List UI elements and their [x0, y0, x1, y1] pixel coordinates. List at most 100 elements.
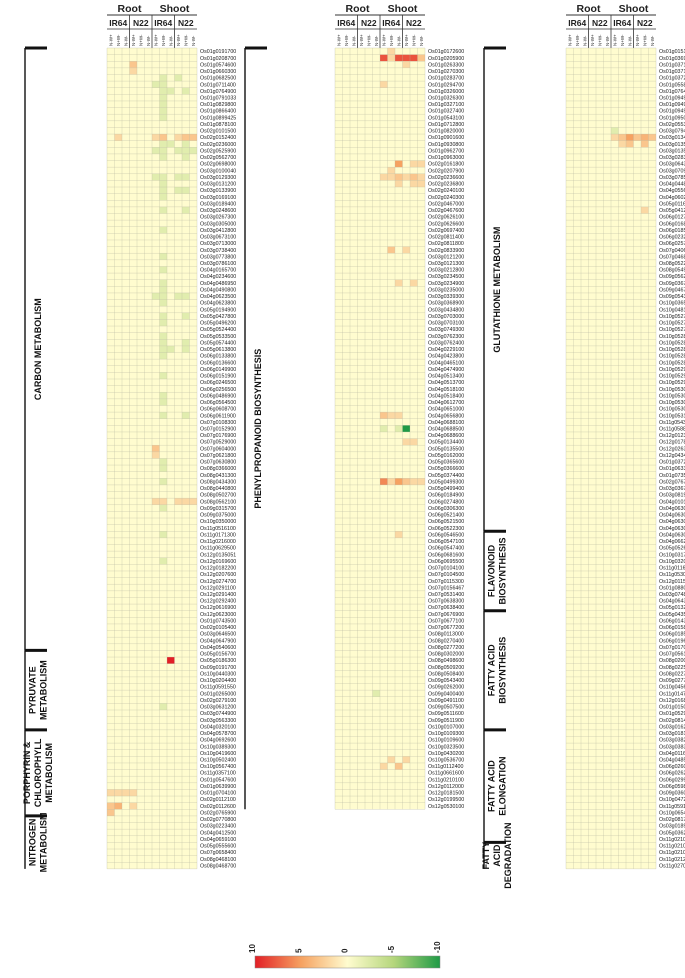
gene-id-label: Os02g0207900 — [428, 168, 464, 174]
tissue-label: Shoot — [160, 3, 190, 15]
gene-id-label: Os07g0677200 — [428, 625, 464, 631]
color-scale-tick: -5 — [387, 945, 396, 953]
heatmap-cell — [174, 74, 182, 82]
gene-id-label: Os06g0299100 — [659, 777, 685, 783]
gene-id-label: Os03g0673100 — [200, 235, 236, 241]
gene-id-label: Os01g0735800 — [659, 473, 685, 479]
heatmap-cell — [159, 114, 167, 121]
color-scale-bar — [254, 955, 441, 969]
heatmap-cell — [159, 392, 167, 399]
gene-id-label: Os04g0320100 — [200, 724, 236, 730]
gene-id-label: Os09g0360500 — [659, 791, 685, 797]
heatmap-cell — [159, 372, 167, 379]
gene-id-label: Os01g0191700 — [200, 49, 236, 55]
heatmap-cell — [182, 147, 190, 154]
gene-id-label: Os10g0528300 — [659, 347, 685, 353]
gene-id-label: Os05g0427800 — [200, 314, 236, 320]
gene-id-label: Os10g0317900 — [659, 552, 685, 558]
gene-id-label: Os04g0630900 — [659, 532, 685, 538]
gene-id-label: Os11g0112400 — [428, 764, 463, 770]
genotype-label: IR64 — [154, 18, 172, 28]
gene-id-label: Os04g0229100 — [428, 347, 464, 353]
gene-id-label: Os10g0109600 — [428, 738, 464, 744]
gene-id-label: Os10g0528900 — [659, 360, 685, 366]
heatmap-cell — [395, 279, 403, 287]
heatmap-cell — [387, 48, 395, 55]
heatmap-cell — [387, 756, 395, 763]
gene-id-label: Os07g0676900 — [428, 612, 464, 618]
heatmap-cell — [159, 226, 167, 234]
heatmap-cell — [174, 147, 182, 154]
gene-id-label: Os06g0522300 — [428, 526, 464, 532]
gene-id-label: Os06g0274800 — [428, 499, 464, 505]
gene-id-label: Os07g0561500 — [659, 652, 685, 658]
gene-id-label: Os05g0499300 — [428, 479, 464, 485]
gene-id-label: Os04g0518100 — [428, 387, 464, 393]
gene-id-label: Os11g0530600 — [659, 572, 685, 578]
gene-id-label: Os08g0508400 — [428, 671, 464, 677]
gene-id-label: Os08g0509200 — [428, 665, 464, 671]
heatmap-cell — [387, 412, 395, 419]
heatmap-cell — [387, 167, 395, 174]
gene-id-label: Os08g0302000 — [428, 652, 464, 658]
heatmap-cell — [159, 140, 167, 148]
gene-id-label: Os04g0518400 — [428, 393, 464, 399]
heatmap-cell — [159, 134, 167, 141]
gene-id-label: Os06g0564500 — [200, 400, 236, 406]
genotype-label: IR64 — [613, 18, 631, 28]
condition-label: N+W- — [411, 34, 416, 46]
gene-id-label: Os04g0490800 — [200, 287, 236, 293]
gene-id-label: Os04g0485300 — [659, 758, 685, 764]
condition-label: N-W+ — [108, 34, 113, 46]
tissue-label: Root — [118, 3, 142, 15]
gene-id-label: Os12g0616900 — [200, 605, 236, 611]
heatmap-cell — [387, 173, 395, 181]
condition-label: N-W- — [168, 35, 173, 46]
heatmap-cell — [159, 465, 167, 472]
condition-label: N-W+ — [153, 34, 158, 46]
group-label: CHLOROPHYLL — [33, 738, 43, 807]
gene-id-label: Os01g0711400 — [200, 82, 236, 88]
gene-id-label: Os11g0210600 — [659, 850, 685, 856]
gene-id-label: Os10g0654800 — [659, 810, 685, 816]
gene-id-label: Os04g0643300 — [659, 599, 685, 605]
gene-id-label: Os02g0833900 — [428, 248, 464, 254]
gene-id-label: Os10g0204400 — [200, 678, 236, 684]
heatmap-cell — [380, 425, 388, 432]
genotype-label: N22 — [361, 18, 377, 28]
group-label: BIOSYNTHESIS — [498, 537, 508, 604]
group-label: ELONGATION — [498, 756, 508, 815]
gene-id-label: Os07g0621800 — [200, 453, 236, 459]
gene-id-label: Os04g0465100 — [428, 360, 464, 366]
gene-id-label: Os12g0112000 — [428, 784, 464, 790]
gene-id-label: Os09g0375000 — [200, 513, 236, 519]
gene-id-label: Os10g0323500 — [428, 744, 464, 750]
gene-id-label: Os06g0256500 — [200, 387, 236, 393]
gene-id-label: Os03g0819600 — [659, 493, 685, 499]
gene-id-label: Os09g0400400 — [428, 691, 464, 697]
gene-id-label: Os10g0419600 — [200, 751, 236, 757]
heatmap-cell — [159, 266, 167, 274]
heatmap-cell — [152, 81, 160, 88]
gene-id-label: Os06g0151900 — [200, 374, 236, 380]
heatmap-cell — [189, 134, 197, 141]
gene-id-label: Os07g0104100 — [428, 566, 464, 572]
gene-id-label: Os10g0527800 — [659, 327, 685, 333]
condition-label: N-W- — [374, 35, 379, 46]
condition-label: N+W- — [138, 34, 143, 46]
gene-id-label: Os02g0814000 — [659, 718, 685, 724]
heatmap-cell — [174, 134, 182, 141]
group-label: GLUTATHIONE METABOLISM — [492, 227, 502, 353]
gene-id-label: Os11g0210100 — [428, 777, 464, 783]
gene-id-label: Os08g0468700 — [200, 863, 236, 869]
condition-label: N+W- — [642, 34, 647, 46]
heatmap-cell — [402, 438, 410, 446]
gene-id-label: Os01g0294700 — [428, 82, 464, 88]
gene-id-label: Os04g0513700 — [428, 380, 464, 386]
gene-id-label: Os08g0562100 — [200, 499, 236, 505]
gene-id-label: Os03g0703100 — [428, 321, 464, 327]
condition-label: N-W- — [146, 35, 151, 46]
gene-id-label: Os04g0651000 — [428, 407, 464, 413]
gene-id-label: Os07g0468100 — [659, 254, 685, 260]
gene-id-label: Os04g0423800 — [428, 354, 464, 360]
